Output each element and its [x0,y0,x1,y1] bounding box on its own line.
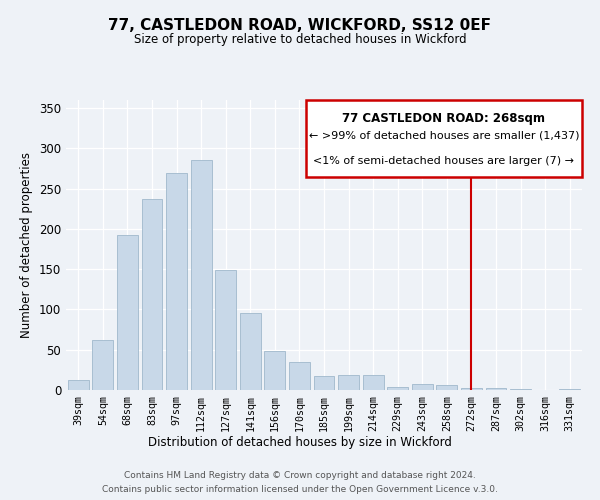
Bar [314,376,334,390]
Text: 77 CASTLEDON ROAD: 268sqm: 77 CASTLEDON ROAD: 268sqm [343,112,545,124]
Bar [436,385,457,390]
Text: Distribution of detached houses by size in Wickford: Distribution of detached houses by size … [148,436,452,449]
Text: 77, CASTLEDON ROAD, WICKFORD, SS12 0EF: 77, CASTLEDON ROAD, WICKFORD, SS12 0EF [109,18,491,32]
Bar [461,388,482,390]
Bar [510,389,531,390]
Bar [362,374,383,390]
Text: <1% of semi-detached houses are larger (7) →: <1% of semi-detached houses are larger (… [313,156,574,166]
Bar [68,380,89,390]
Bar [412,384,433,390]
Bar [338,374,359,390]
Bar [559,389,580,390]
Bar [265,350,286,390]
Text: ← >99% of detached houses are smaller (1,437): ← >99% of detached houses are smaller (1… [309,130,579,140]
Y-axis label: Number of detached properties: Number of detached properties [20,152,34,338]
Bar [485,388,506,390]
Bar [215,270,236,390]
Bar [387,387,408,390]
Bar [240,312,261,390]
Bar [142,199,163,390]
Text: Size of property relative to detached houses in Wickford: Size of property relative to detached ho… [134,34,466,46]
Bar [92,340,113,390]
Text: Contains HM Land Registry data © Crown copyright and database right 2024.: Contains HM Land Registry data © Crown c… [124,472,476,480]
Bar [289,362,310,390]
Bar [191,160,212,390]
FancyBboxPatch shape [306,100,582,177]
Bar [166,174,187,390]
Text: Contains public sector information licensed under the Open Government Licence v.: Contains public sector information licen… [102,484,498,494]
Bar [117,236,138,390]
